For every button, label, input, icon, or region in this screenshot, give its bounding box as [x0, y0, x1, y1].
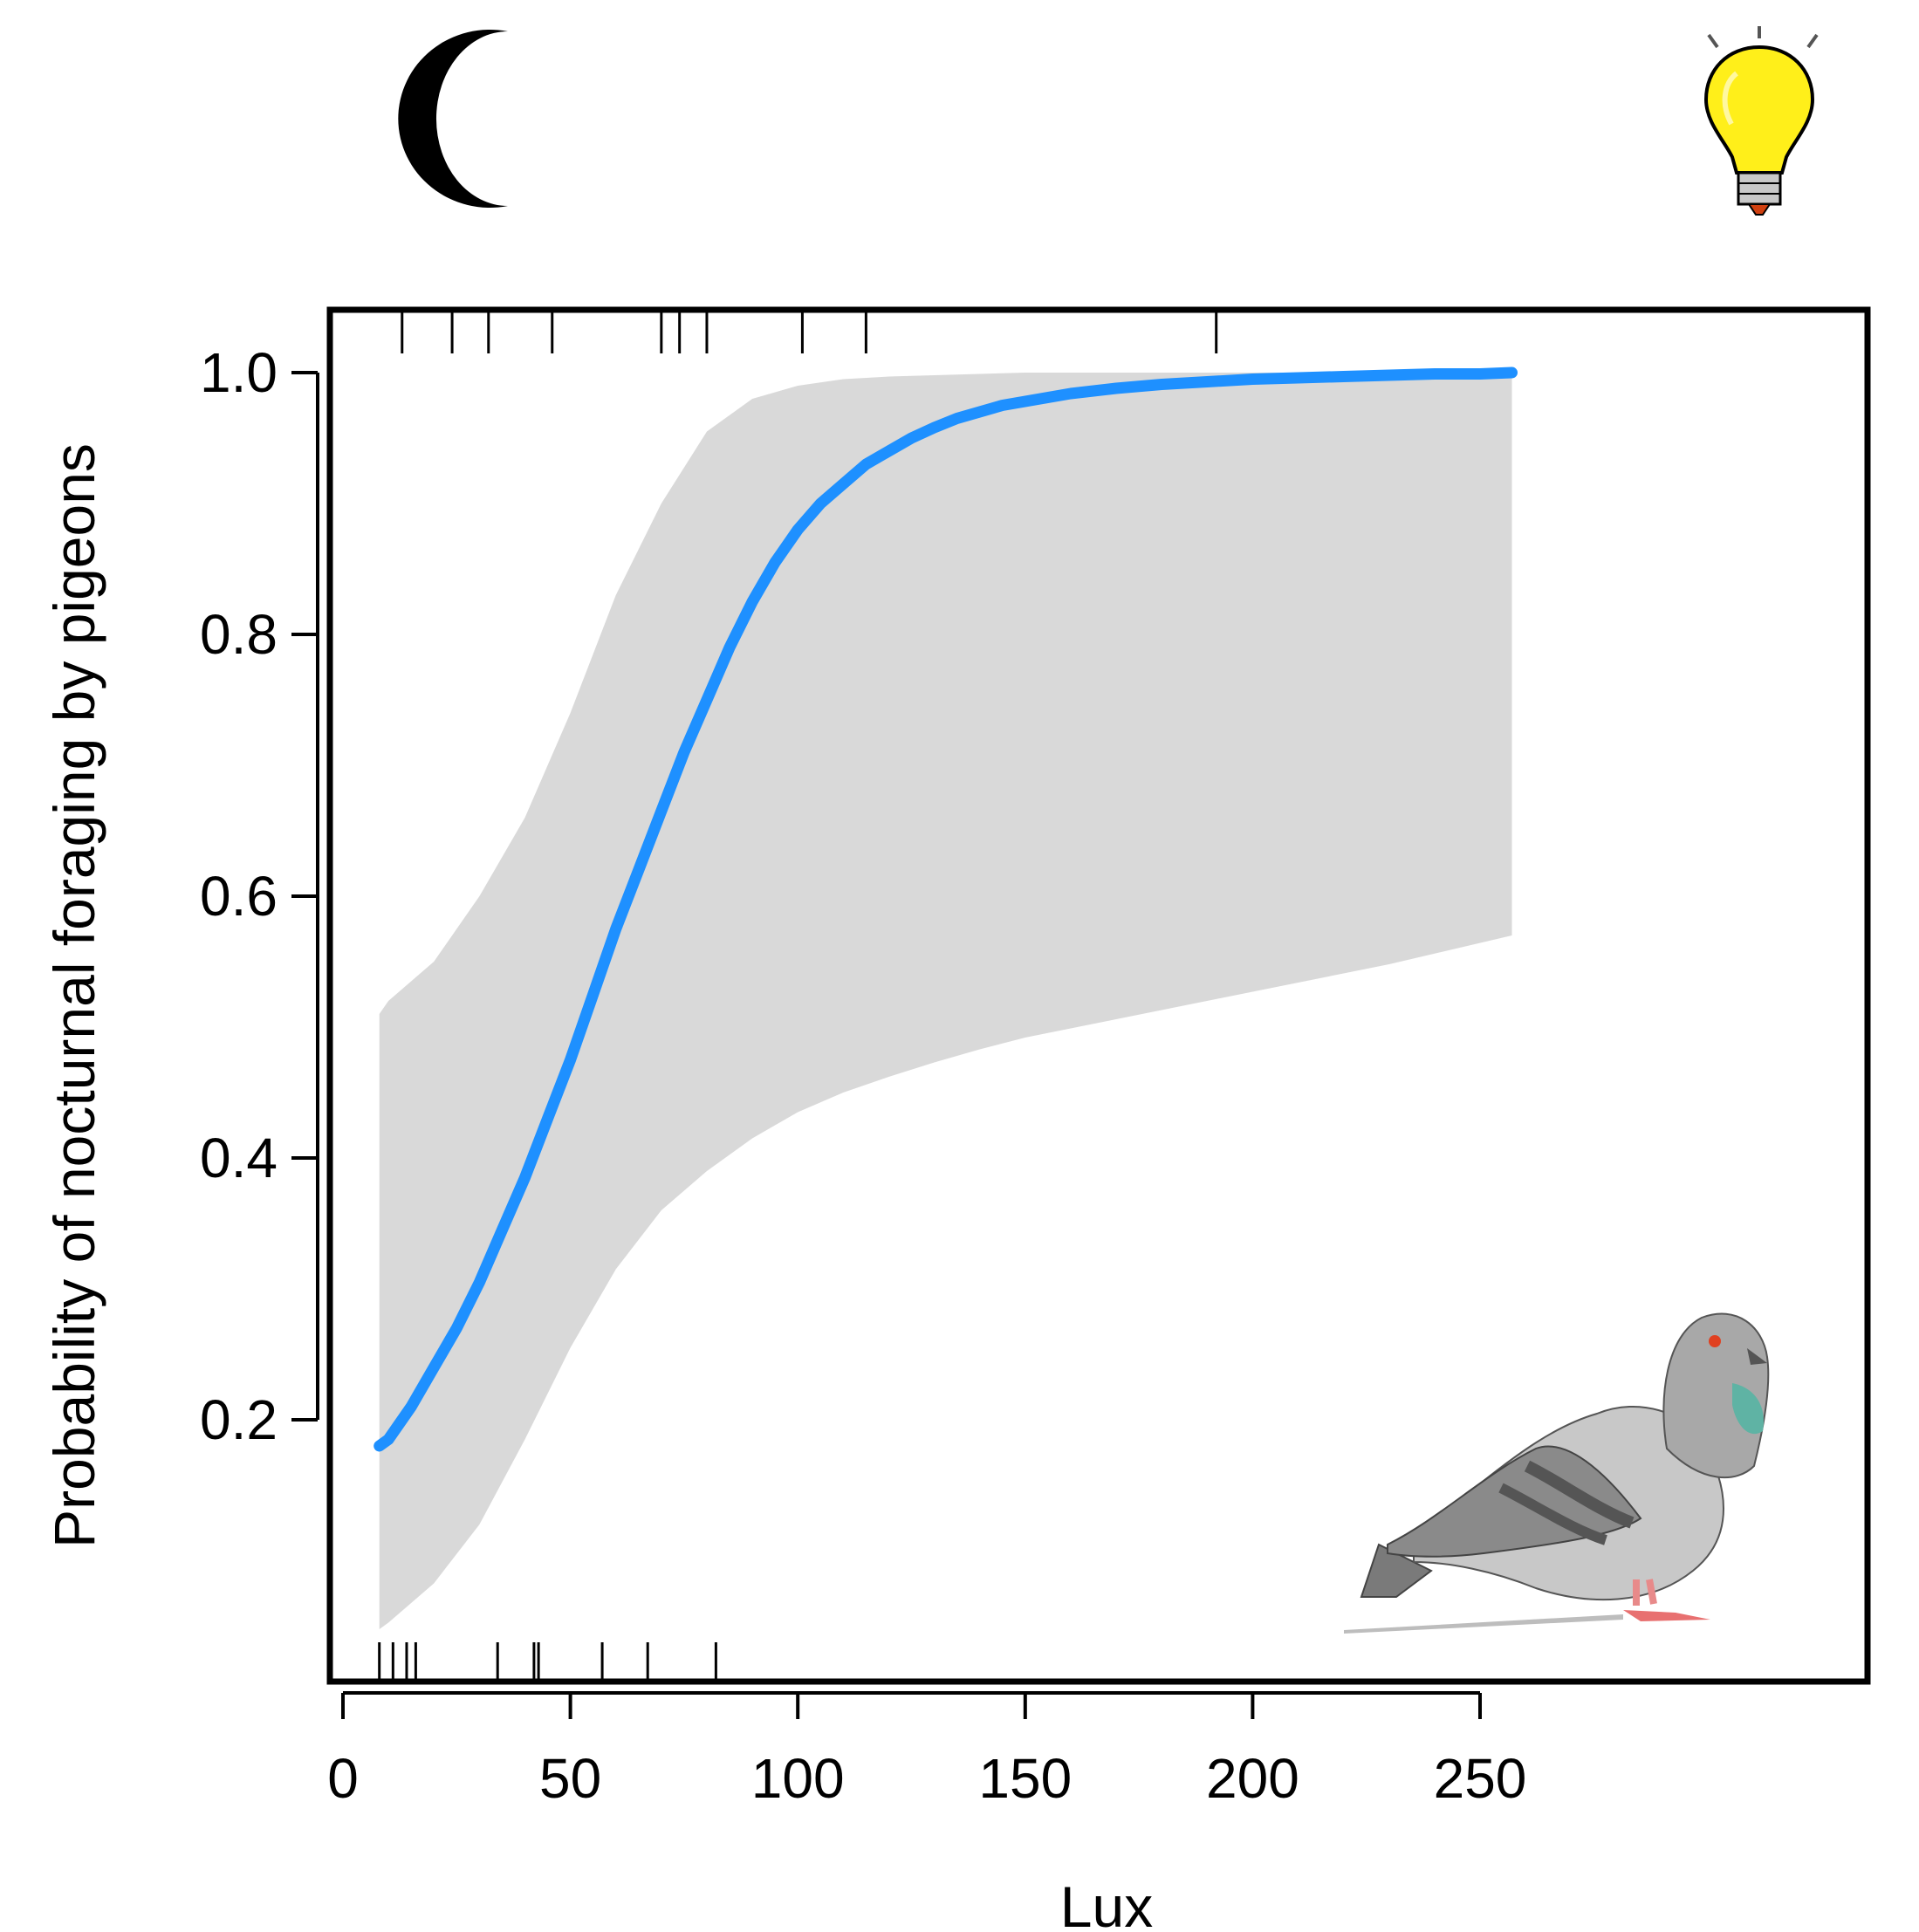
moon-icon: [398, 30, 508, 209]
x-axis: 0 50 100 150 200 250: [327, 1691, 1527, 1810]
rug-top: [401, 310, 1218, 353]
confidence-band: [379, 373, 1512, 1629]
plot-area: [326, 306, 1871, 1685]
x-tick-label: 50: [539, 1747, 601, 1810]
series-line: [374, 367, 1518, 1452]
x-tick-label: 250: [1434, 1747, 1527, 1810]
plot-frame: [326, 306, 1871, 1685]
y-tick-label: 0.6: [200, 865, 278, 928]
x-tick-label: 200: [1206, 1747, 1299, 1810]
x-tick-label: 150: [978, 1747, 1072, 1810]
y-axis: 0.2 0.4 0.6 0.8 1.0: [200, 341, 319, 1451]
rug-bottom: [378, 1642, 717, 1682]
y-tick-label: 0.4: [200, 1127, 278, 1189]
x-tick-label: 100: [751, 1747, 845, 1810]
light-bulb-icon: [1703, 26, 1819, 216]
x-tick-label: 0: [327, 1747, 359, 1810]
x-axis-title: Lux: [1060, 1874, 1153, 1932]
y-tick-label: 1.0: [200, 341, 278, 404]
y-axis-title: Probability of nocturnal foraging by pig…: [42, 443, 106, 1548]
y-tick-label: 0.8: [200, 603, 278, 666]
y-tick-label: 0.2: [200, 1388, 278, 1451]
pigeon-icon: [1344, 1312, 1770, 1634]
